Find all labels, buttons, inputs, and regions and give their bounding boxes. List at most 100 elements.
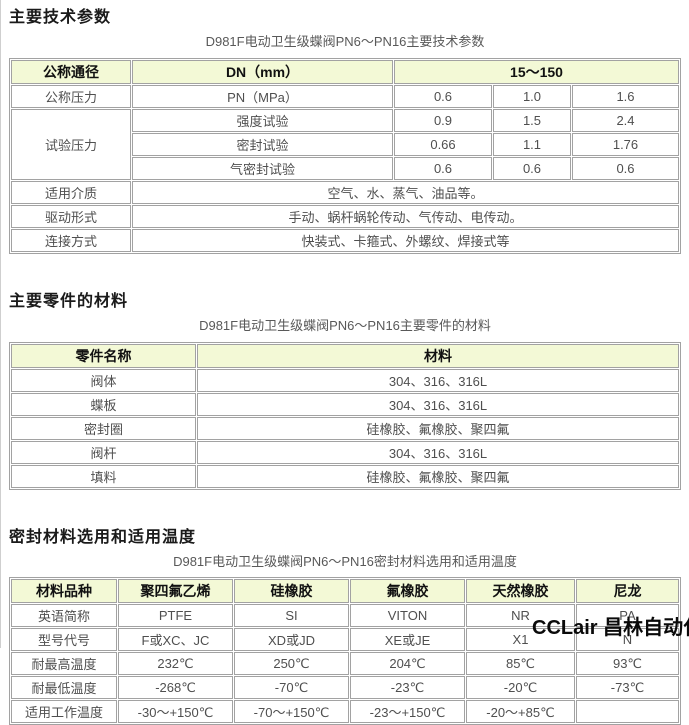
table-cell: 硅橡胶、氟橡胶、聚四氟 [197,464,679,488]
table-cell: 英语简称 [11,604,117,628]
table-row: 阀杆 304、316、316L [11,440,679,464]
table-cell [576,700,679,724]
table-cell: 0.6 [493,156,571,180]
table-header-cell: DN（mm） [132,59,393,84]
table-cell: 1.6 [572,84,679,108]
table-cell: -73℃ [576,676,679,700]
table-cell: -20～+85℃ [466,700,575,724]
table-cell: 0.6 [572,156,679,180]
table-cell: 1.1 [493,132,571,156]
table-cell: 0.6 [394,84,492,108]
table-cell: -70～+150℃ [234,700,349,724]
table-cell: 93℃ [576,652,679,676]
table-header-cell: 天然橡胶 [466,579,575,604]
table-header-cell: 材料品种 [11,579,117,604]
table-cell: 阀体 [11,368,196,392]
table-cell: VITON [350,604,465,628]
section-heading: 主要技术参数 [9,9,112,26]
table-subtitle: D981F电动卫生级蝶阀PN6～PN16密封材料选用和适用温度 [173,553,517,569]
table-cell: 耐最高温度 [11,652,117,676]
table-cell: 阀杆 [11,440,196,464]
table-cell: 快装式、卡箍式、外螺纹、焊接式等 [132,228,679,252]
table-cell: 1.0 [493,84,571,108]
table-header-cell: 聚四氟乙烯 [118,579,233,604]
table-cell: -30～+150℃ [118,700,233,724]
table-row: 英语简称 PTFE SI VITON NR PA [11,604,679,628]
table-row: 气密封试验 0.6 0.6 0.6 [11,156,679,180]
table-cell: SI [234,604,349,628]
table-cell: 适用介质 [11,180,131,204]
table-header-cell: 零件名称 [11,343,196,368]
table-subtitle: D981F电动卫生级蝶阀PN6～PN16主要技术参数 [205,34,485,50]
section-tech-params: 主要技术参数 D981F电动卫生级蝶阀PN6～PN16主要技术参数 公称通径 D… [9,8,681,254]
table-cell: 304、316、316L [197,440,679,464]
table-cell: -268℃ [118,676,233,700]
table-header-cell: 15～150 [394,59,679,84]
table-cell: -23℃ [350,676,465,700]
table-row: 试验压力 强度试验 0.9 1.5 2.4 [11,108,679,180]
table-cell: 连接方式 [11,228,131,252]
table-cell: 0.9 [394,108,492,132]
table-cell: 试验压力 [11,108,131,180]
table-cell: 驱动形式 [11,204,131,228]
table-header-cell: 硅橡胶 [234,579,349,604]
table-cell: 0.66 [394,132,492,156]
parts-material-table: 零件名称 材料 阀体 304、316、316L 蝶板 304、316、316L … [9,341,681,490]
table-cell: 耐最低温度 [11,676,117,700]
table-row: 连接方式 快装式、卡箍式、外螺纹、焊接式等 [11,228,679,252]
table-cell: 1.5 [493,108,571,132]
table-cell: 2.4 [572,108,679,132]
table-row: 密封圈 硅橡胶、氟橡胶、聚四氟 [11,416,679,440]
table-cell: 气密封试验 [132,156,393,180]
table-cell: 304、316、316L [197,368,679,392]
table-cell: 硅橡胶、氟橡胶、聚四氟 [197,416,679,440]
table-cell: 蝶板 [11,392,196,416]
table-header-cell: 氟橡胶 [350,579,465,604]
table-cell: 适用工作温度 [11,700,117,724]
table-row: 耐最低温度 -268℃ -70℃ -23℃ -20℃ -73℃ [11,676,679,700]
table-header-cell: 尼龙 [576,579,679,604]
watermark: CCLair 昌林自动化 [532,617,689,639]
table-row: 耐最高温度 232℃ 250℃ 204℃ 85℃ 93℃ [11,652,679,676]
table-row: 适用工作温度 -30～+150℃ -70～+150℃ -23～+150℃ -20… [11,700,679,724]
table-header-cell: 公称通径 [11,59,131,84]
table-row: 密封试验 0.66 1.1 1.76 [11,132,679,156]
table-cell: 304、316、316L [197,392,679,416]
section-parts-material: 主要零件的材料 D981F电动卫生级蝶阀PN6～PN16主要零件的材料 零件名称… [9,292,681,490]
table-cell: 85℃ [466,652,575,676]
table-cell: 0.6 [394,156,492,180]
tech-params-table: 公称通径 DN（mm） 15～150 公称压力 PN（MPa） 0.6 1.0 … [9,57,681,254]
table-cell: 250℃ [234,652,349,676]
table-cell: PN（MPa） [132,84,393,108]
table-cell: 1.76 [572,132,679,156]
section-heading: 主要零件的材料 [9,292,129,310]
table-row: 蝶板 304、316、316L [11,392,679,416]
table-header-row: 材料品种 聚四氟乙烯 硅橡胶 氟橡胶 天然橡胶 尼龙 [11,579,679,604]
table-cell: 手动、蜗杆蜗轮传动、气传动、电传动。 [132,204,679,228]
table-cell: -20℃ [466,676,575,700]
section-heading: 密封材料选用和适用温度 [9,528,197,546]
table-cell: 公称压力 [11,84,131,108]
table-row: 阀体 304、316、316L [11,368,679,392]
table-cell: 密封试验 [132,132,393,156]
table-cell: 204℃ [350,652,465,676]
table-row: 驱动形式 手动、蜗杆蜗轮传动、气传动、电传动。 [11,204,679,228]
table-cell: 强度试验 [132,108,393,132]
table-cell: 232℃ [118,652,233,676]
table-header-cell: 材料 [197,343,679,368]
table-row: 公称压力 PN（MPa） 0.6 1.0 1.6 [11,84,679,108]
table-cell: -23～+150℃ [350,700,465,724]
table-header-row: 公称通径 DN（mm） 15～150 [11,59,679,84]
table-cell: 填料 [11,464,196,488]
table-cell: PTFE [118,604,233,628]
table-cell: PA [576,604,679,628]
table-row: 填料 硅橡胶、氟橡胶、聚四氟 [11,464,679,488]
table-cell: -70℃ [234,676,349,700]
table-cell: NR [466,604,575,628]
table-row: 适用介质 空气、水、蒸气、油品等。 [11,180,679,204]
seal-material-table: 材料品种 聚四氟乙烯 硅橡胶 氟橡胶 天然橡胶 尼龙 英语简称 PTFE SI … [9,577,681,725]
table-subtitle: D981F电动卫生级蝶阀PN6～PN16主要零件的材料 [199,317,491,333]
table-cell: 空气、水、蒸气、油品等。 [132,180,679,204]
table-header-row: 零件名称 材料 [11,343,679,368]
